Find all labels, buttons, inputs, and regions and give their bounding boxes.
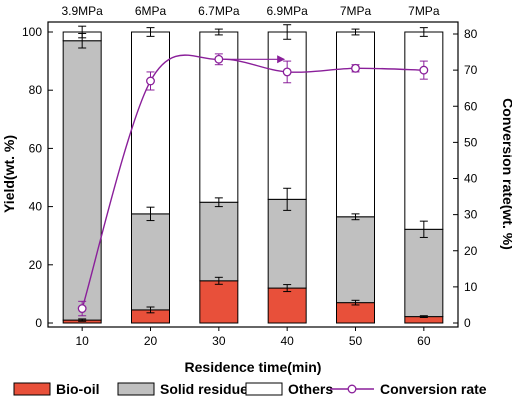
y-left-tick-label: 20 [29, 258, 43, 272]
bar-solid-residue [62, 40, 102, 321]
pressure-label: 7MPa [408, 4, 440, 18]
legend-label: Bio-oil [56, 381, 100, 397]
y-axis-left-label: Yield(wt. %) [1, 135, 17, 213]
x-tick-label: 20 [144, 334, 158, 348]
y-right-tick-label: 80 [464, 27, 478, 41]
pressure-label: 6.7MPa [198, 4, 240, 18]
legend-marker-conversion-rate [347, 384, 357, 394]
y-right-tick-label: 30 [464, 208, 478, 222]
x-axis-label: Residence time(min) [185, 359, 322, 375]
bar-bio-oil [267, 287, 307, 324]
pressure-label: 7MPa [340, 4, 372, 18]
conversion-rate-point [77, 304, 87, 313]
legend-label: Solid residue [160, 381, 248, 397]
pressure-label: 6MPa [135, 4, 167, 18]
x-tick-label: 30 [212, 334, 226, 348]
bar-solid-residue [267, 198, 307, 289]
bar-bio-oil [336, 302, 375, 324]
bar-bio-oil [199, 280, 239, 324]
y-right-tick-label: 50 [464, 135, 478, 149]
conversion-rate-point [214, 54, 224, 64]
bar-layer [62, 24, 444, 324]
y-left-tick-label: 40 [29, 200, 43, 214]
x-tick-label: 50 [349, 334, 363, 348]
y-right-tick-label: 20 [464, 244, 478, 258]
y-left-tick-label: 0 [35, 316, 42, 330]
bar-others [267, 31, 307, 200]
y-right-tick-label: 40 [464, 172, 478, 186]
y-right-tick-label: 10 [464, 280, 478, 294]
y-axis-right-label: Conversion rate(wt. %) [500, 98, 512, 250]
legend-swatch-bio-oil [13, 382, 51, 396]
legend: Bio-oil Solid residue Others Conversion rat… [13, 381, 487, 397]
conversion-rate-point [419, 65, 429, 75]
pressure-label: 6.9MPa [266, 4, 308, 18]
legend-swatch-solid-residue [117, 382, 155, 396]
axes-layer: 3.9MPa 6MPa 6.7MPa 6.9MPa 7MPa 7MPa 0 20 40 60 80 1… [22, 4, 478, 348]
bar-solid-residue [404, 228, 444, 318]
x-tick-label: 10 [75, 334, 89, 348]
conversion-rate-point [351, 63, 360, 73]
y-left-tick-label: 80 [29, 83, 43, 97]
y-left-tick-label: 100 [22, 25, 42, 39]
bar-solid-residue [131, 213, 170, 311]
x-tick-label: 40 [280, 334, 294, 348]
annotation-arrow-head [277, 55, 286, 64]
bar-solid-residue [336, 216, 375, 304]
plot-frame [47, 21, 459, 328]
bar-solid-residue [199, 201, 239, 282]
y-right-tick-label: 60 [464, 99, 478, 113]
bar-others [336, 31, 375, 218]
pressure-label: 3.9MPa [61, 4, 103, 18]
conversion-rate-point [282, 67, 292, 77]
conversion-rate-point [146, 76, 155, 86]
conversion-rate-layer [77, 53, 429, 317]
x-tick-label: 60 [417, 334, 431, 348]
bar-others [131, 31, 170, 215]
y-left-tick-label: 60 [29, 141, 43, 155]
legend-label: Others [288, 381, 333, 397]
legend-swatch-others [245, 382, 283, 396]
y-right-tick-label: 70 [464, 63, 478, 77]
y-right-tick-label: 0 [464, 316, 471, 330]
legend-label: Conversion rate [380, 381, 487, 397]
